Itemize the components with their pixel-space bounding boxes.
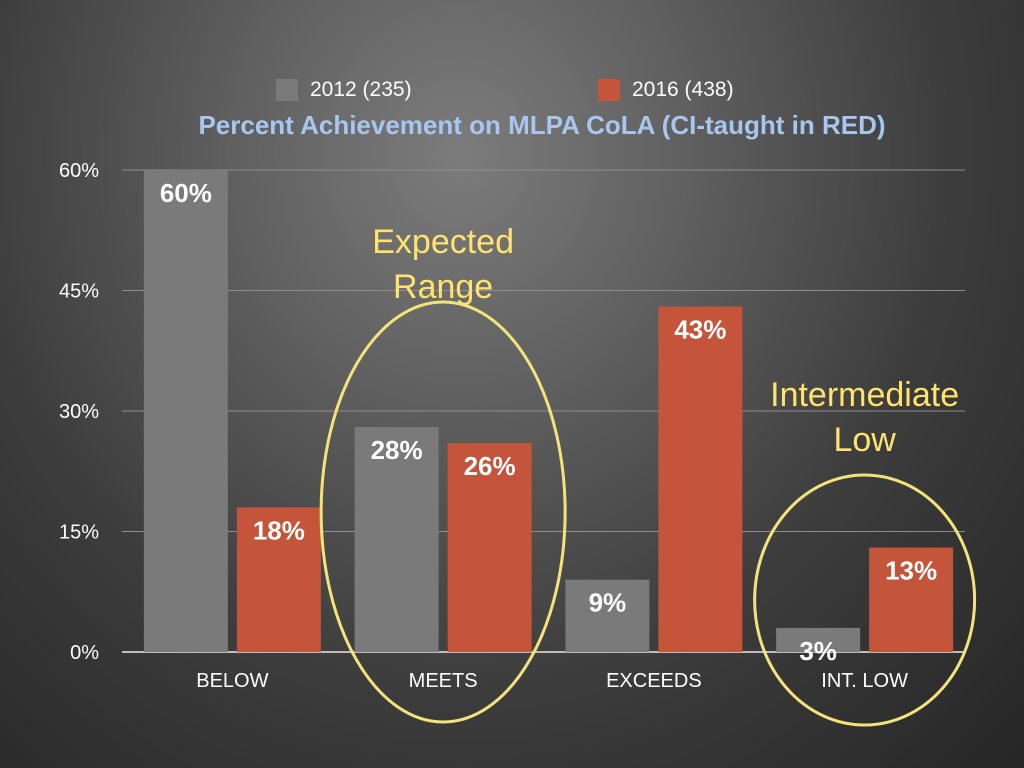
chart-title: Percent Achievement on MLPA CoLA (CI-tau… <box>198 110 886 140</box>
y-tick-label: 15% <box>59 522 99 544</box>
bar-2012-meets <box>354 427 439 652</box>
x-tick-label: BELOW <box>196 670 268 692</box>
x-tick-label: EXCEEDS <box>606 670 702 692</box>
x-tick-label: MEETS <box>409 670 478 692</box>
y-tick-label: 45% <box>59 281 99 303</box>
y-tick-label: 60% <box>59 160 99 182</box>
bar-2012-int-low <box>776 627 861 652</box>
data-label: 28% <box>371 435 423 465</box>
data-label: 9% <box>589 588 627 618</box>
annotation-text: Intermediate <box>770 376 959 414</box>
annotation-ellipse <box>753 473 977 727</box>
bar-2016-exceeds <box>658 306 743 652</box>
legend-item-2016: 2016 (438) <box>598 78 734 102</box>
y-tick-label: 0% <box>70 642 99 664</box>
annotation-text: Range <box>393 268 493 306</box>
x-tick-label: INT. LOW <box>821 670 908 692</box>
bar-2012-below <box>143 170 228 652</box>
annotation-text: Expected <box>372 223 514 261</box>
legend-label-2012: 2012 (235) <box>310 78 412 101</box>
data-label: 43% <box>674 315 726 345</box>
y-tick-label: 30% <box>59 401 99 423</box>
legend-swatch-2016 <box>598 79 620 101</box>
data-label: 60% <box>160 178 212 208</box>
data-label: 26% <box>464 451 516 481</box>
annotation-ellipse <box>319 300 567 724</box>
legend-swatch-2012 <box>276 79 298 101</box>
annotation-text: Low <box>833 421 896 459</box>
data-label: 3% <box>799 636 837 666</box>
bar-2016-below <box>236 507 321 652</box>
data-label: 13% <box>885 556 937 586</box>
bar-2016-int-low <box>869 547 954 652</box>
data-label: 18% <box>253 515 305 545</box>
bar-2016-meets <box>447 443 532 652</box>
bar-2012-exceeds <box>565 579 650 652</box>
legend-item-2012: 2012 (235) <box>276 78 412 102</box>
legend-label-2016: 2016 (438) <box>632 78 734 101</box>
